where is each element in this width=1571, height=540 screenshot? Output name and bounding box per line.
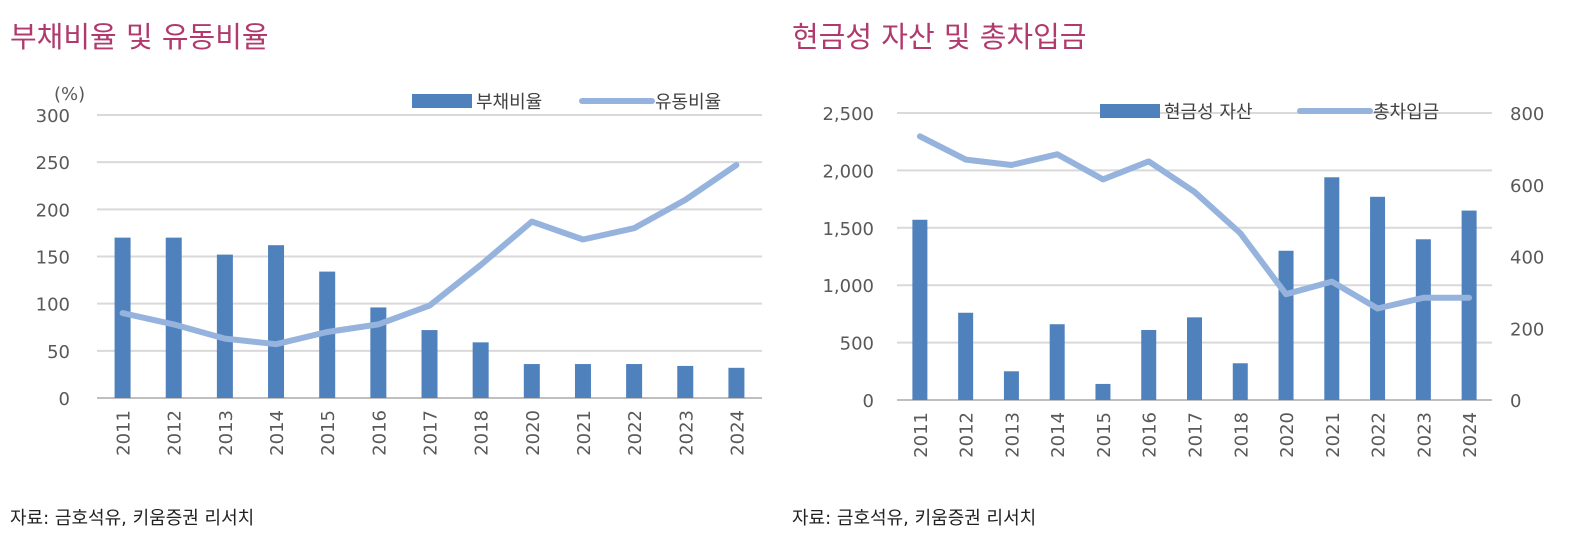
line-series: [119, 162, 740, 348]
y2-tick-label: 800: [1510, 104, 1544, 125]
x-tick-label: 2016: [1140, 412, 1161, 458]
bar: [1095, 383, 1111, 400]
x-tick-label: 2018: [472, 410, 493, 456]
bar: [1232, 363, 1248, 400]
x-tick-label: 2023: [1414, 412, 1435, 458]
bar: [677, 365, 694, 398]
bar: [268, 245, 285, 398]
x-tick-label: 2013: [1002, 412, 1023, 458]
x-tick-label: 2011: [911, 412, 932, 458]
y-tick-label: 2,000: [822, 161, 874, 182]
legend-bar-label: 현금성 자산: [1164, 102, 1253, 123]
bar: [626, 364, 643, 398]
source-note: 자료: 금호석유, 키움증권 리서치: [10, 508, 255, 529]
legend-bar-swatch: [412, 94, 472, 108]
x-tick-label: 2014: [1048, 412, 1069, 458]
debt-ratio-panel: 부채비율 및 유동비율 300 250 200 150 100 50 0 (%) 2011 201…: [0, 0, 780, 540]
source-note: 자료: 금호석유, 키움증권 리서치: [792, 508, 1037, 529]
legend-bar-label: 부채비율: [476, 92, 542, 113]
x-tick-label: 2022: [1369, 412, 1390, 458]
x-tick-label: 2014: [267, 410, 288, 456]
bar: [1278, 250, 1294, 400]
legend-bar-swatch: [1100, 104, 1160, 118]
x-tick-label: 2017: [421, 410, 442, 456]
bar: [114, 237, 131, 398]
y2-tick-label: 200: [1510, 319, 1544, 340]
legend-line-label: 총차입금: [1373, 102, 1439, 123]
bar: [1415, 239, 1431, 400]
bar: [472, 342, 489, 398]
x-tick-label: 2018: [1231, 412, 1252, 458]
x-tick-label: 2024: [1460, 412, 1481, 458]
y-tick-label: 1,500: [822, 219, 874, 240]
bar: [523, 364, 540, 398]
bar: [1003, 371, 1019, 400]
line-series: [916, 133, 1473, 312]
bar: [216, 254, 233, 398]
x-tick-label: 2016: [369, 410, 390, 456]
bar: [1370, 196, 1386, 400]
x-tick-label: 2022: [625, 410, 646, 456]
x-tick-label: 2013: [216, 410, 237, 456]
y-tick-label: 2,500: [822, 104, 874, 125]
unit-label: (%): [54, 84, 85, 105]
chart-title: 부채비율 및 유동비율: [10, 20, 269, 54]
x-tick-label: 2020: [523, 410, 544, 456]
y-tick-label: 1,000: [822, 276, 874, 297]
x-tick-label: 2012: [957, 412, 978, 458]
bar: [574, 364, 591, 398]
bar: [1461, 210, 1477, 400]
x-tick-label: 2012: [165, 410, 186, 456]
cash-borrowings-chart: 2,500 2,000 1,500 1,000 500 0 800 600 400 200 0 201…: [822, 102, 1544, 458]
y-tick-label: 50: [47, 342, 70, 363]
debt-liquidity-chart: 300 250 200 150 100 50 0 (%) 2011 2012 2013 2014 201…: [36, 84, 762, 456]
bar: [165, 237, 182, 398]
y2-tick-label: 0: [1510, 391, 1521, 412]
y-tick-label: 0: [59, 389, 70, 410]
y-tick-label: 250: [36, 153, 70, 174]
y-tick-label: 100: [36, 295, 70, 316]
legend-line-label: 유동비율: [655, 92, 721, 113]
x-tick-label: 2020: [1277, 412, 1298, 458]
x-tick-label: 2021: [1323, 412, 1344, 458]
cash-borrowings-panel: 현금성 자산 및 총차입금 2,500 2,000 1,500 1,000 500 0 80…: [780, 0, 1571, 540]
y2-tick-label: 600: [1510, 176, 1544, 197]
y-tick-label: 500: [840, 334, 874, 355]
y-tick-label: 200: [36, 200, 70, 221]
bar: [1049, 324, 1065, 400]
chart-title: 현금성 자산 및 총차입금: [792, 20, 1087, 54]
bar: [912, 219, 928, 400]
y-tick-label: 300: [36, 106, 70, 127]
x-tick-label: 2024: [727, 410, 748, 456]
bar: [1141, 329, 1157, 400]
x-tick-label: 2021: [574, 410, 595, 456]
x-tick-label: 2015: [1094, 412, 1115, 458]
bar: [1187, 317, 1202, 400]
x-tick-label: 2011: [114, 410, 135, 456]
y-tick-label: 150: [36, 248, 70, 269]
bar: [728, 367, 745, 398]
bar: [421, 330, 438, 398]
x-tick-label: 2015: [318, 410, 339, 456]
bar: [958, 312, 974, 400]
x-tick-label: 2023: [676, 410, 697, 456]
bar: [370, 307, 387, 398]
x-tick-label: 2017: [1186, 412, 1207, 458]
bar: [1324, 177, 1340, 400]
y2-tick-label: 400: [1510, 248, 1544, 269]
y-tick-label: 0: [863, 391, 874, 412]
